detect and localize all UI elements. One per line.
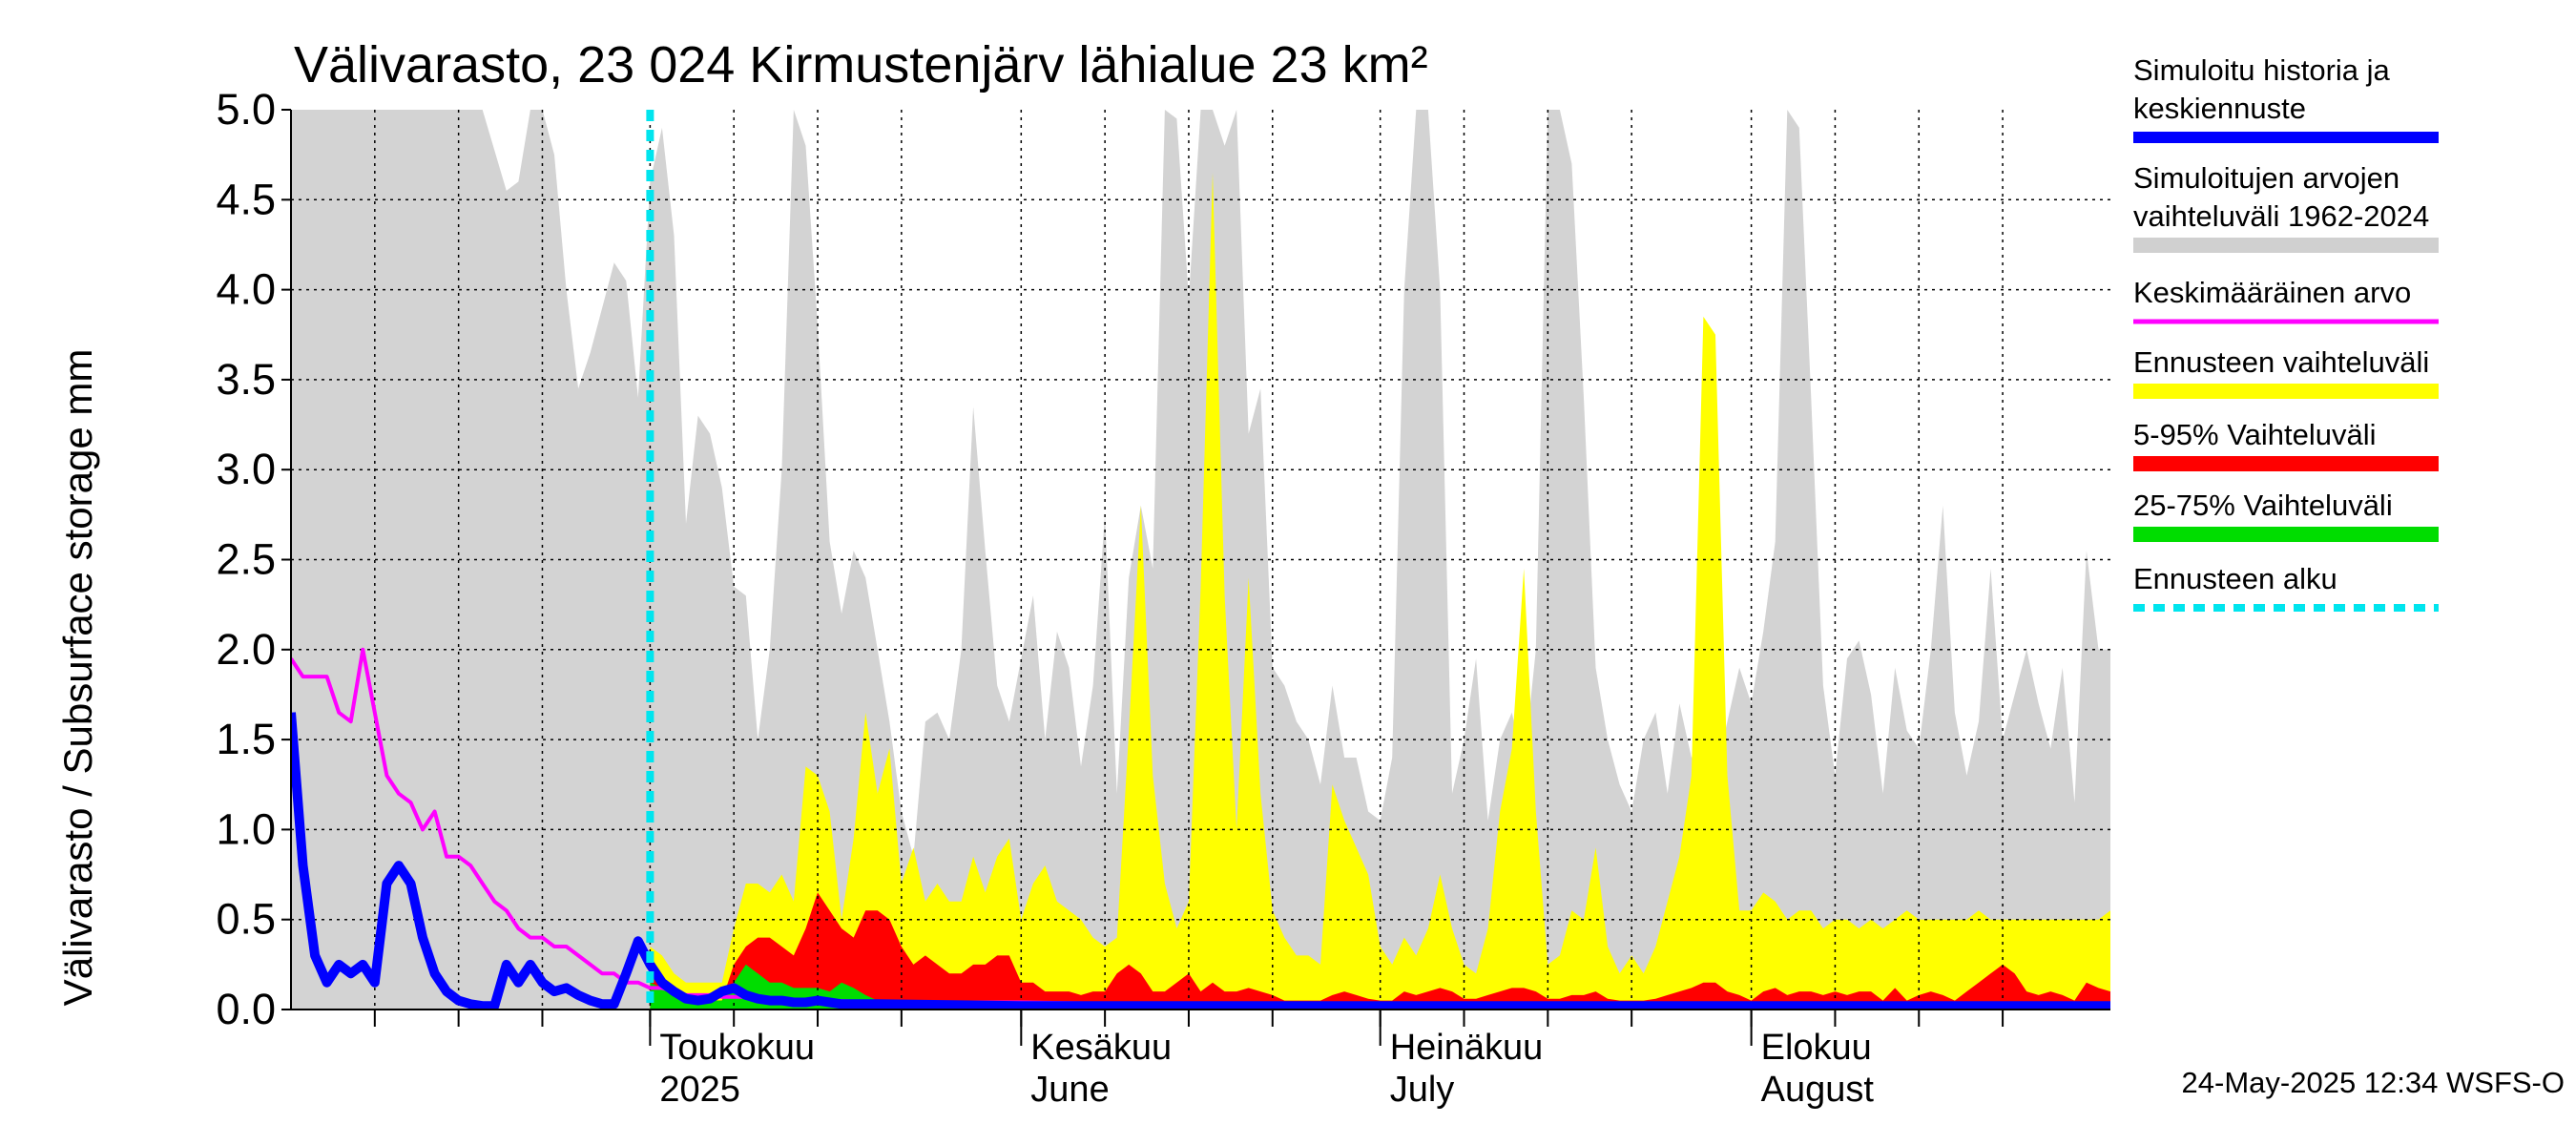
x-month-label: Elokuu xyxy=(1761,1028,1872,1068)
axes: 0.0 0.5 1.0 1.5 2.0 2.5 3.0 3.5 4.0 4.5 5.0 Toukoku… xyxy=(216,85,2110,1110)
y-tick-label: 1.5 xyxy=(216,715,276,763)
x-month-sublabel: June xyxy=(1030,1070,1109,1110)
p5-95-band xyxy=(650,892,2110,1010)
legend-entry-label: Simuloitu historia ja xyxy=(2133,53,2391,87)
forecast-range-band xyxy=(650,173,2110,1010)
x-month-label: Toukokuu xyxy=(659,1028,815,1068)
x-month-sublabel: 2025 xyxy=(659,1070,740,1110)
x-month-label: Kesäkuu xyxy=(1030,1028,1172,1068)
y-tick-label: 4.0 xyxy=(216,265,276,314)
chart-title: Välivarasto, 23 024 Kirmustenjärv lähial… xyxy=(294,36,1428,94)
legend-entry-label: Ennusteen alku xyxy=(2133,562,2337,595)
y-tick-label: 3.5 xyxy=(216,355,276,404)
y-tick-label: 5.0 xyxy=(216,85,276,134)
y-tick-label: 2.5 xyxy=(216,535,276,584)
y-tick-label: 4.5 xyxy=(216,175,276,223)
footer-timestamp: 24-May-2025 12:34 WSFS-O xyxy=(2182,1066,2565,1099)
median-line xyxy=(291,712,2110,1010)
legend-entry-label: 25-75% Vaihteluväli xyxy=(2133,489,2393,522)
x-month-label: Heinäkuu xyxy=(1390,1028,1544,1068)
y-tick-label: 1.0 xyxy=(216,804,276,853)
legend: Simuloitu historia ja keskiennuste Simuloi… xyxy=(2133,53,2439,612)
x-month-sublabel: August xyxy=(1761,1070,1875,1110)
y-axis-label: Välivarasto / Subsurface storage mm xyxy=(55,349,100,1007)
plot-clipped-group xyxy=(291,110,2110,1010)
legend-entry-label: Ennusteen vaihteluväli xyxy=(2133,345,2429,379)
legend-entry-sublabel: keskiennuste xyxy=(2133,92,2306,125)
y-tick-label: 0.0 xyxy=(216,985,276,1033)
y-tick-label: 0.5 xyxy=(216,895,276,944)
x-month-sublabel: July xyxy=(1390,1070,1455,1110)
y-tick-label: 2.0 xyxy=(216,625,276,674)
plot-area xyxy=(291,110,2110,1010)
y-tick-label: 3.0 xyxy=(216,445,276,493)
legend-entry-label: Keskimääräinen arvo xyxy=(2133,276,2411,309)
legend-entry-label: 5-95% Vaihteluväli xyxy=(2133,418,2376,451)
legend-entry-sublabel: vaihteluväli 1962-2024 xyxy=(2133,199,2429,233)
legend-entry-label: Simuloitujen arvojen xyxy=(2133,161,2399,195)
